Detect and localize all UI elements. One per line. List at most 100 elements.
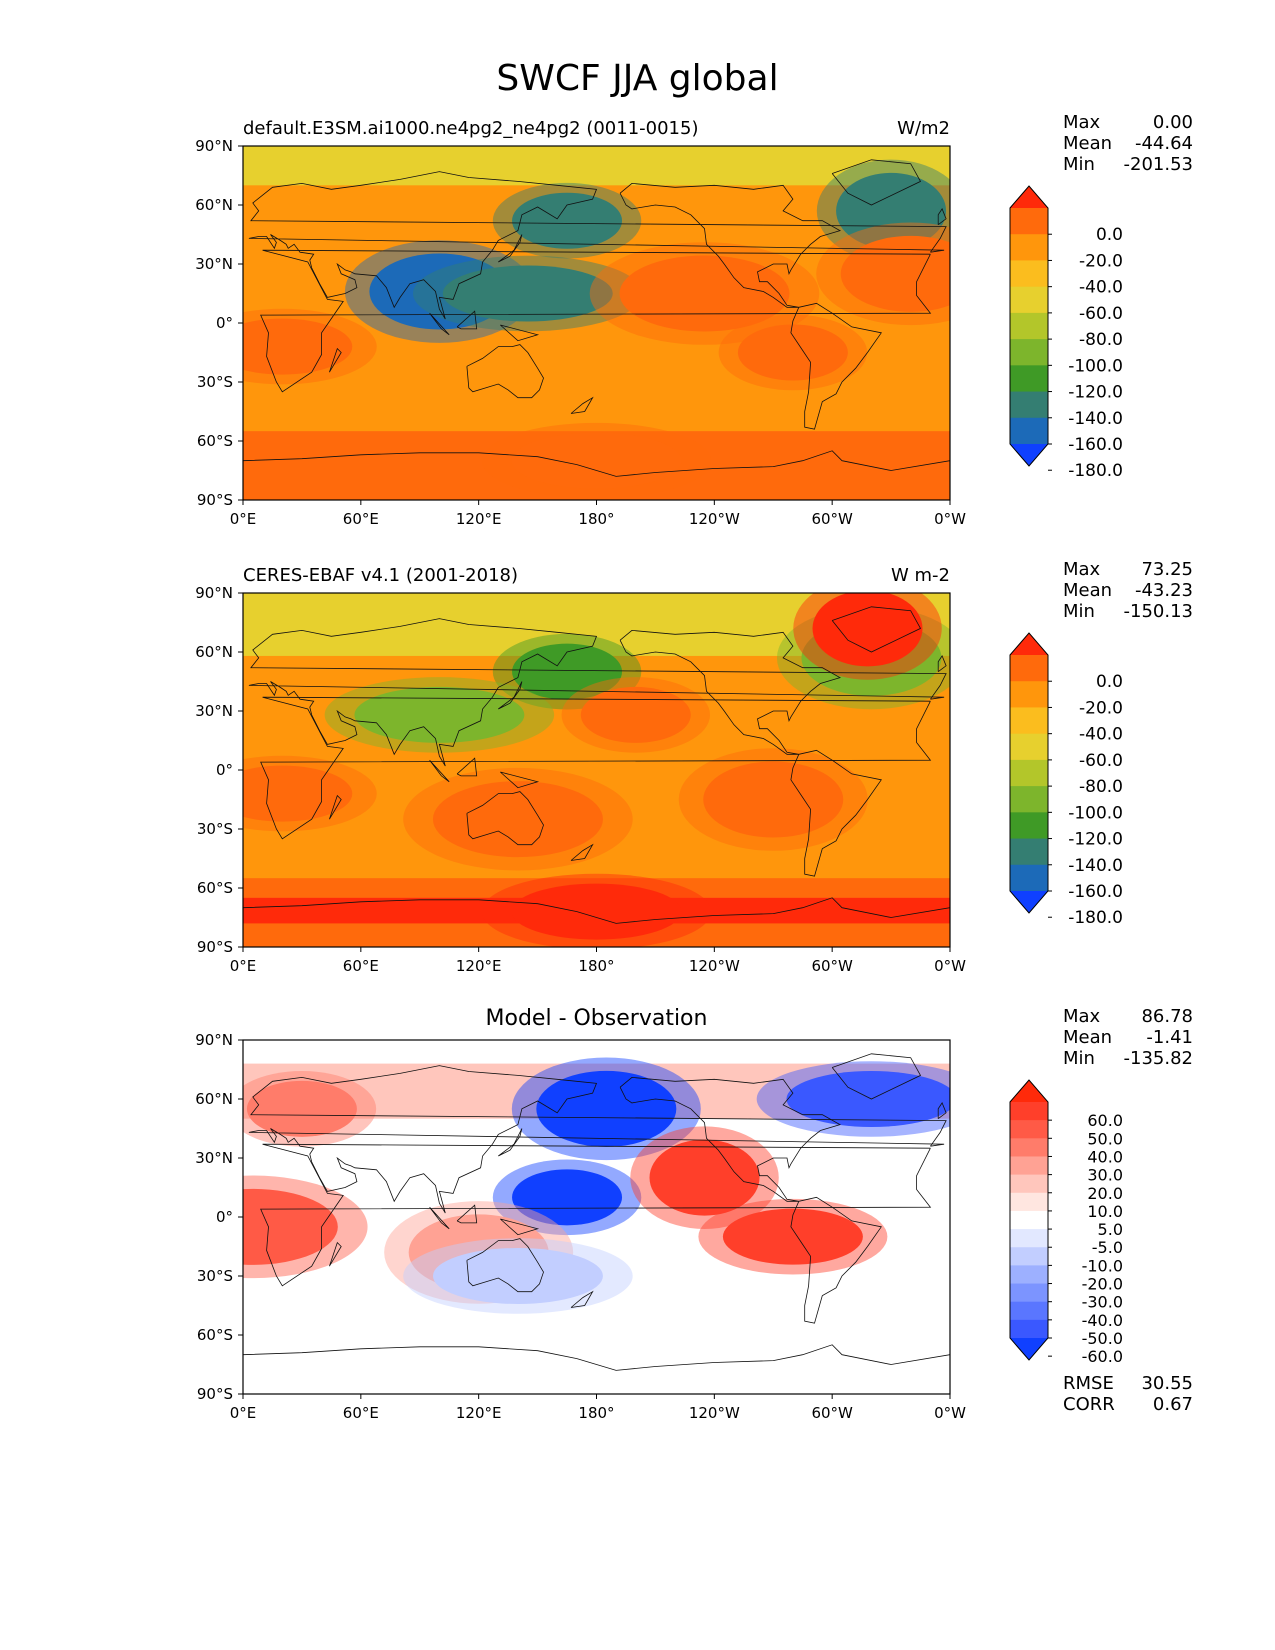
coastline [429, 312, 450, 336]
band [243, 146, 950, 186]
colorbar-label: 40.0 [1087, 1147, 1123, 1166]
x-tick-label: 60°E [343, 510, 379, 528]
colorbar-label: -40.0 [1079, 725, 1123, 745]
colorbar-label: -160.0 [1068, 435, 1123, 455]
stat-label: CORR [1063, 1394, 1115, 1415]
stat-label: Min [1063, 154, 1095, 175]
x-tick-label: 120°E [456, 510, 502, 528]
coastline [790, 1196, 882, 1324]
colorbar-extend-max [1010, 186, 1048, 208]
stat-value: 73.25 [1141, 559, 1193, 580]
coastline [456, 1204, 478, 1224]
x-tick-label: 180° [578, 510, 614, 528]
stat-value: -44.64 [1134, 133, 1193, 154]
colorbar-label: -80.0 [1079, 330, 1123, 350]
coastline [248, 1065, 947, 1214]
y-tick-label: 60°S [197, 1326, 233, 1344]
colorbar-segment [1010, 1247, 1048, 1266]
colorbar-segment [1010, 1210, 1048, 1230]
contour-field [243, 1040, 950, 1394]
colorbar-segment [1010, 707, 1048, 735]
coastline [329, 1241, 342, 1267]
y-tick-label: 90°N [195, 584, 233, 602]
coastline [260, 249, 932, 393]
stat-value: -201.53 [1123, 154, 1193, 175]
colorbar-label: -10.0 [1082, 1256, 1123, 1275]
colorbar-segment [1010, 1265, 1048, 1285]
y-tick-label: 60°N [195, 1090, 233, 1108]
panel-1-stats: Max 0.00 Mean -44.64 Min -201.53 [1063, 112, 1193, 175]
panel-2-units: W m-2 [890, 565, 950, 586]
map-panel-2: 0°E 60°E 120°E 180° 120°W 60°W 0°W 90°N 60°N 30°N… [195, 584, 1123, 975]
colorbar-label: -20.0 [1079, 251, 1123, 271]
feature-core [512, 1169, 623, 1226]
coastline [831, 1053, 922, 1100]
feature-core [512, 643, 623, 700]
coastline [329, 347, 342, 373]
colorbar-label: -5.0 [1092, 1238, 1123, 1257]
stat-label: Min [1063, 1048, 1095, 1069]
colorbar-label: -140.0 [1068, 409, 1123, 429]
feature-core [442, 265, 613, 322]
colorbar-extend-min [1010, 891, 1048, 913]
coastline [456, 757, 478, 777]
coastline [429, 1206, 450, 1230]
colorbar-label: 0.0 [1096, 672, 1123, 692]
colorbar-segment [1010, 1138, 1048, 1157]
feature-core [243, 765, 353, 822]
feature-core [580, 686, 691, 743]
colorbar-label: -140.0 [1068, 856, 1123, 876]
coastline [790, 302, 882, 430]
y-tick-label: 30°N [195, 702, 233, 720]
coastline [831, 159, 922, 206]
colorbar-label: -100.0 [1068, 803, 1123, 823]
panel-2-title-left: CERES-EBAF v4.1 (2001-2018) [243, 565, 519, 586]
y-tick-label: 90°N [195, 1031, 233, 1049]
coastline [248, 171, 947, 320]
feature-core [432, 781, 603, 858]
colorbar-segment [1010, 391, 1048, 419]
x-tick-label: 180° [578, 957, 614, 975]
x-tick-label: 0°E [230, 957, 257, 975]
stat-value: 86.78 [1141, 1006, 1193, 1027]
stat-label: Max [1063, 559, 1101, 580]
x-tick-label: 120°E [456, 1404, 502, 1422]
x-tick-label: 120°W [689, 510, 740, 528]
colorbar-label: -40.0 [1079, 278, 1123, 298]
coastline [260, 1143, 932, 1287]
y-tick-label: 0° [216, 761, 233, 779]
colorbar-segment [1010, 286, 1048, 314]
stat-value: -43.23 [1134, 580, 1193, 601]
stat-value: -150.13 [1123, 601, 1193, 622]
coastlines [243, 1053, 950, 1371]
feature-core [432, 1248, 603, 1304]
coastline [466, 1238, 544, 1293]
feature-core [619, 255, 790, 332]
stat-value: 0.67 [1152, 1394, 1193, 1415]
colorbar-segment [1010, 1319, 1048, 1339]
colorbar-label: 30.0 [1087, 1166, 1123, 1185]
colorbar-segment [1010, 733, 1048, 761]
colorbar-label: 60.0 [1087, 1111, 1123, 1130]
colorbar-label: -160.0 [1068, 882, 1123, 902]
colorbar-segment [1010, 208, 1048, 235]
colorbar-segment [1010, 339, 1048, 366]
feature-core [812, 593, 923, 667]
colorbar-label: -100.0 [1068, 356, 1123, 376]
coastlines [243, 606, 950, 924]
colorbar-segment [1010, 1174, 1048, 1194]
coastline [500, 324, 540, 342]
colorbar-label: -120.0 [1068, 383, 1123, 403]
panel-1-title-left: default.E3SM.ai1000.ne4pg2_ne4pg2 (0011-… [243, 118, 699, 139]
map-panel-1: 0°E 60°E 120°E 180° 120°W 60°W 0°W 90°N 60°N 30°N… [195, 137, 1123, 528]
feature-core [840, 235, 950, 312]
y-tick-label: 60°N [195, 643, 233, 661]
feature-core [512, 192, 623, 249]
x-tick-label: 60°W [811, 957, 853, 975]
panel-1-units: W/m2 [897, 118, 950, 139]
feature-core [649, 1139, 760, 1216]
panel-3-error-stats: RMSE 30.55 CORR 0.67 [1063, 1373, 1193, 1415]
coastline [570, 396, 594, 414]
x-tick-label: 120°W [689, 1404, 740, 1422]
colorbar-label: 0.0 [1096, 225, 1123, 245]
